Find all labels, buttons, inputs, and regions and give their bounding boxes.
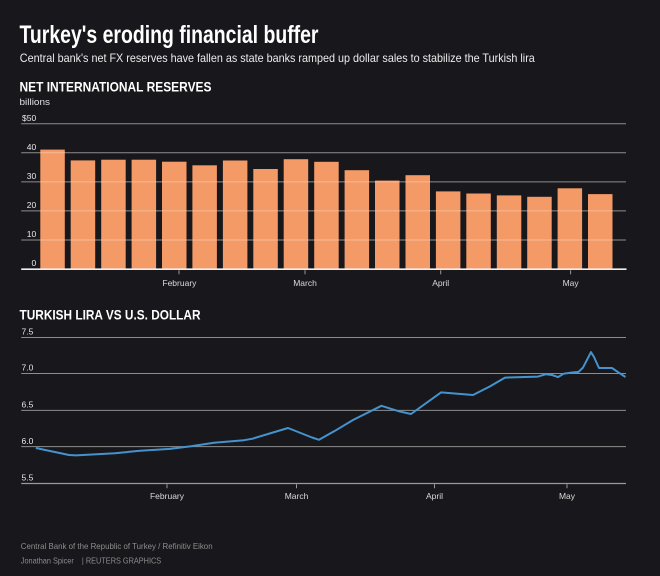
- svg-text:$50: $50: [22, 113, 36, 123]
- svg-text:Jonathan Spicer | REUTERS G: Jonathan Spicer | REUTERS GRAPHICS: [21, 555, 162, 565]
- svg-text:5.5: 5.5: [22, 473, 34, 483]
- svg-text:Central bank's net FX reserves: Central bank's net FX reserves have fall…: [20, 51, 535, 65]
- svg-text:NET INTERNATIONAL RESERVES: NET INTERNATIONAL RESERVES: [20, 78, 212, 94]
- svg-text:March: March: [293, 278, 317, 288]
- svg-text:20: 20: [27, 200, 37, 210]
- svg-text:Central Bank of the Republic o: Central Bank of the Republic of Turkey /…: [21, 541, 213, 551]
- svg-text:May: May: [559, 491, 576, 501]
- svg-text:May: May: [563, 278, 580, 288]
- svg-text:7.5: 7.5: [22, 327, 34, 337]
- svg-text:30: 30: [27, 171, 37, 181]
- svg-text:40: 40: [27, 142, 37, 152]
- svg-text:Turkey's eroding financial buf: Turkey's eroding financial buffer: [20, 21, 319, 49]
- svg-text:0: 0: [31, 258, 36, 268]
- svg-text:TURKISH LIRA VS U.S. DOLLAR: TURKISH LIRA VS U.S. DOLLAR: [20, 306, 201, 322]
- svg-text:February: February: [162, 278, 197, 288]
- svg-text:7.0: 7.0: [22, 363, 34, 373]
- svg-text:April: April: [426, 491, 443, 501]
- svg-text:6.5: 6.5: [22, 400, 34, 410]
- svg-text:March: March: [285, 491, 309, 501]
- svg-text:6.0: 6.0: [22, 436, 34, 446]
- svg-text:February: February: [150, 491, 185, 501]
- svg-text:billions: billions: [20, 97, 51, 108]
- svg-text:10: 10: [27, 229, 37, 239]
- svg-text:April: April: [432, 278, 449, 288]
